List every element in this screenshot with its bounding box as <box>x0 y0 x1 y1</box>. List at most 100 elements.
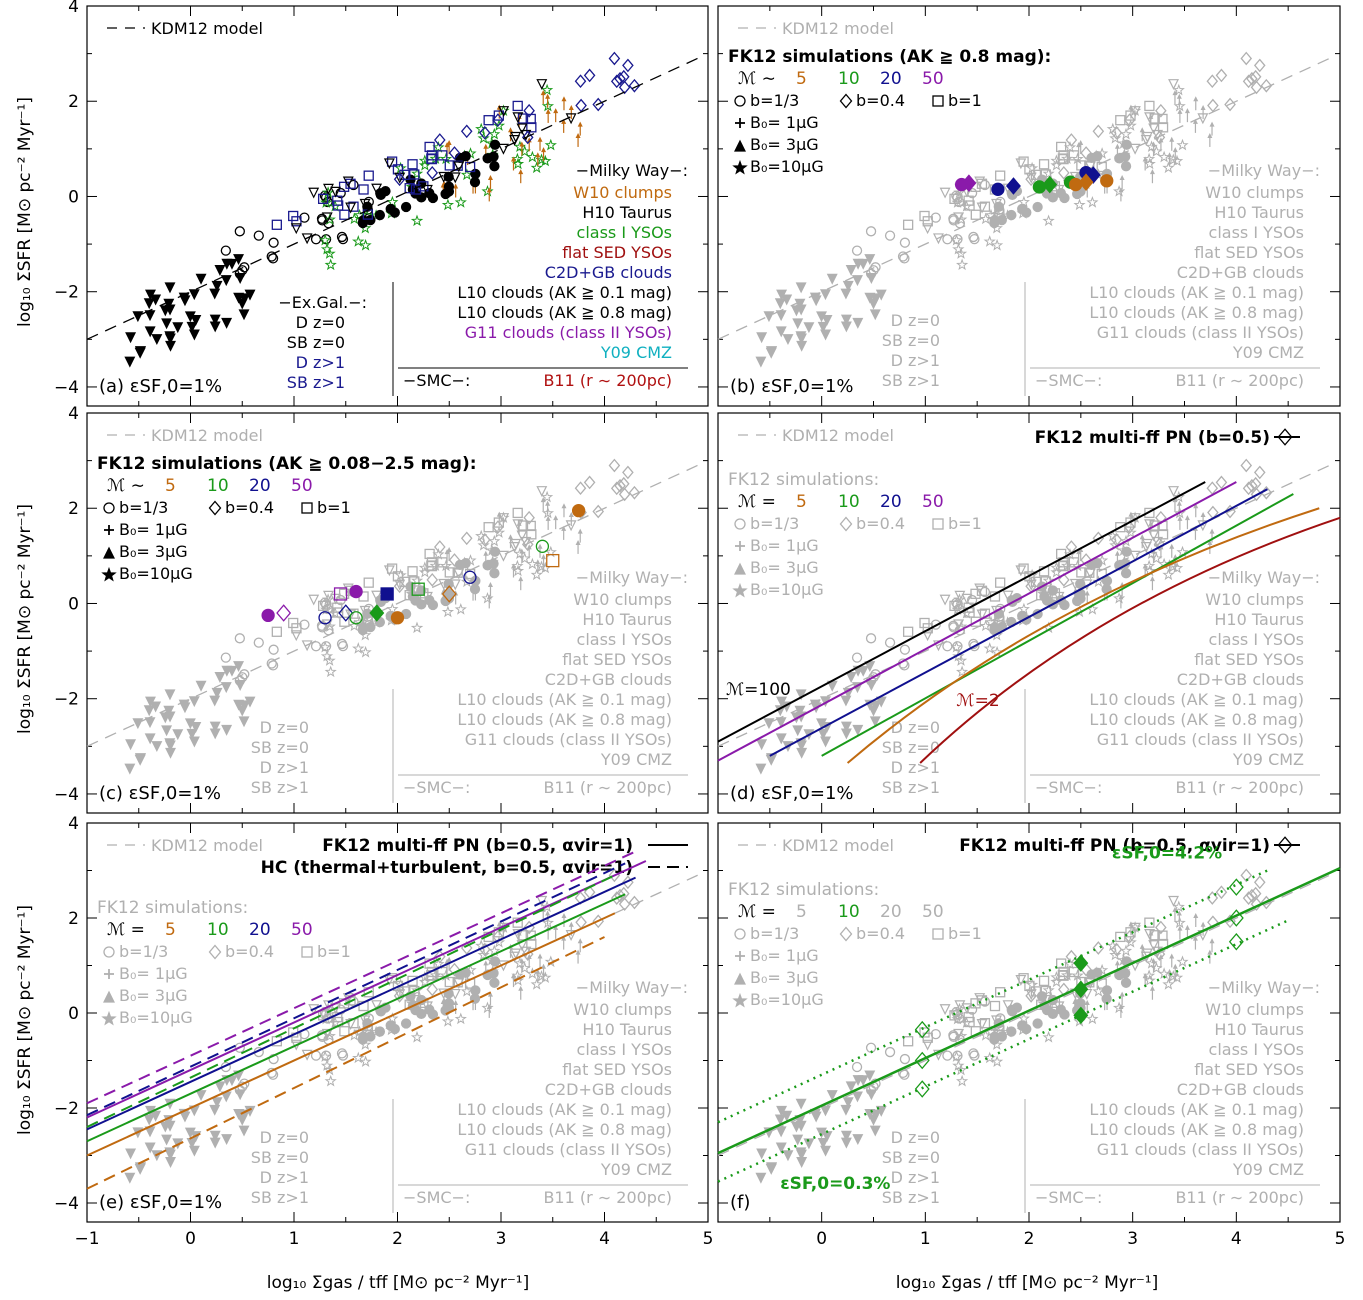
legend-header: −Milky Way−: <box>1208 978 1320 997</box>
data-point <box>437 557 448 568</box>
data-point <box>409 169 420 180</box>
arrow-head <box>1209 121 1215 127</box>
data-point <box>1042 167 1055 180</box>
data-point <box>755 356 767 368</box>
data-point <box>159 1121 171 1133</box>
data-point <box>421 184 433 196</box>
data-point <box>319 233 332 246</box>
sim-point <box>1228 932 1244 951</box>
data-point <box>1148 530 1160 542</box>
data-point <box>1042 214 1055 227</box>
kdm12-legend-label: KDM12 model <box>782 426 894 445</box>
sim-point <box>961 174 977 192</box>
data-point <box>481 592 494 604</box>
data-point <box>1092 967 1103 978</box>
arrow-head <box>1193 96 1199 102</box>
data-point <box>1006 1026 1017 1037</box>
data-point <box>444 567 455 578</box>
data-point <box>954 1000 966 1012</box>
square-marker <box>932 518 944 530</box>
diamond-marker <box>839 926 853 942</box>
data-point <box>922 1032 933 1043</box>
data-point <box>441 1014 455 1027</box>
sim-point <box>369 604 385 622</box>
mach-curve <box>919 516 1341 764</box>
data-point <box>1068 150 1080 161</box>
data-point <box>489 568 500 579</box>
data-point <box>416 1008 427 1020</box>
data-point <box>238 309 250 321</box>
data-point <box>954 654 968 666</box>
data-point <box>1152 129 1164 141</box>
data-point <box>526 122 537 133</box>
data-point <box>840 288 852 300</box>
data-point <box>852 1075 864 1087</box>
data-point <box>1144 929 1156 940</box>
arrow-head <box>545 93 551 99</box>
data-point <box>233 661 245 673</box>
data-point <box>1124 119 1137 131</box>
data-point <box>291 216 302 227</box>
data-point <box>1071 969 1084 981</box>
arrow-head <box>561 503 567 509</box>
data-point <box>530 161 543 174</box>
data-point <box>410 621 424 634</box>
legend-exgal-header: −Ex.Gal.−: <box>278 293 367 312</box>
data-point <box>188 696 200 708</box>
data-point <box>1119 944 1133 957</box>
data-point <box>161 1134 173 1146</box>
data-point <box>1123 113 1136 127</box>
data-point <box>172 729 184 741</box>
data-point <box>179 1111 191 1123</box>
kdm12-model-line <box>86 57 698 340</box>
legend-smc: −SMC−: <box>1035 371 1102 390</box>
data-point <box>393 579 406 594</box>
arrow-head <box>575 539 581 545</box>
triangle-marker <box>103 546 115 559</box>
data-point <box>359 645 372 658</box>
data-point <box>324 665 337 678</box>
data-point <box>371 1000 383 1012</box>
data-point <box>333 200 344 211</box>
legend-exgal-entry: SB z=0 <box>251 1148 309 1167</box>
data-point <box>143 705 155 717</box>
arrow-head <box>1078 547 1084 553</box>
legend-entry: L10 clouds (AK ≧ 0.1 mag) <box>457 1100 672 1119</box>
data-point <box>1240 51 1253 66</box>
data-point <box>1101 985 1113 996</box>
data-point <box>1021 207 1032 218</box>
arrow-head <box>1184 515 1190 521</box>
data-point <box>842 1097 854 1109</box>
sim-point <box>276 604 292 622</box>
arrow-head <box>483 550 489 556</box>
x-tick-label: 5 <box>703 1229 714 1249</box>
data-point <box>1144 507 1155 519</box>
arrow-head <box>561 118 567 124</box>
arrow-head <box>526 544 532 550</box>
arrow-head <box>1114 960 1120 966</box>
data-point <box>1065 133 1078 147</box>
data-point <box>517 930 529 941</box>
legend-smc: −SMC−: <box>403 371 470 390</box>
data-point <box>950 233 963 246</box>
sim-point <box>1032 180 1047 194</box>
data-point <box>1119 127 1133 140</box>
data-point <box>1144 100 1155 112</box>
arrow-head <box>553 515 559 521</box>
diamond-marker <box>208 500 222 516</box>
arrow-head <box>540 497 546 503</box>
data-point <box>845 1081 857 1093</box>
data-point <box>1176 955 1189 968</box>
data-point <box>1215 885 1228 900</box>
b-label: b=0.4 <box>856 924 905 943</box>
arrow-head <box>561 96 567 102</box>
data-point <box>617 69 630 84</box>
legend-exgal-entry: SB z>1 <box>882 778 940 797</box>
data-point <box>437 150 448 161</box>
data-point <box>444 160 455 171</box>
mach-value: 20 <box>880 69 902 89</box>
mach-value: 10 <box>838 492 860 512</box>
sim-point <box>1005 177 1021 195</box>
sim-header: FK12 simulations: <box>728 880 879 900</box>
